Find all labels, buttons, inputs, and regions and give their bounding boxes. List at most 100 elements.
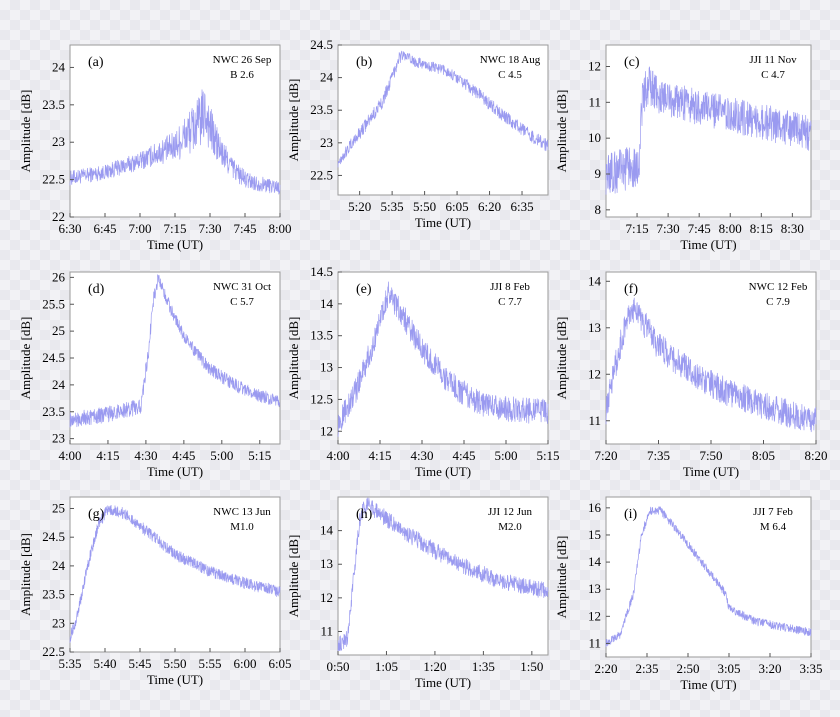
plot-area (605, 496, 812, 658)
series-line (337, 50, 549, 168)
event-annotation: JJI 8 Feb (490, 281, 530, 293)
x-axis-label: Time (UT) (680, 677, 736, 692)
x-axis-label: Time (UT) (147, 464, 203, 479)
x-tick-label: 4:30 (410, 448, 433, 463)
y-tick-label: 15 (588, 527, 601, 542)
event-annotation: C 5.7 (230, 296, 254, 308)
panel-label: (c) (624, 55, 640, 70)
event-annotation: C 7.7 (498, 296, 522, 308)
x-tick-label: 6:00 (233, 656, 256, 671)
y-tick-label: 25 (52, 500, 65, 515)
x-tick-label: 7:20 (594, 448, 617, 463)
y-axis-label: Amplitude [dB] (286, 79, 301, 162)
y-tick-label: 22.5 (42, 172, 65, 187)
y-axis-label: Amplitude [dB] (286, 317, 301, 400)
y-tick-label: 10 (588, 130, 601, 145)
y-tick-label: 13.5 (310, 328, 333, 343)
x-tick-label: 8:05 (752, 448, 775, 463)
x-tick-label: 3:20 (758, 661, 781, 676)
event-annotation: NWC 13 Jun (213, 506, 271, 518)
x-tick-label: 5:55 (198, 656, 221, 671)
y-axis-label: Amplitude [dB] (554, 317, 569, 400)
x-tick-label: 1:35 (472, 659, 495, 674)
series-line (605, 297, 817, 433)
x-tick-label: 7:45 (233, 221, 256, 236)
x-tick-label: 7:45 (688, 221, 711, 236)
x-tick-label: 4:15 (368, 448, 391, 463)
y-tick-label: 12 (588, 59, 601, 74)
x-tick-label: 5:35 (58, 656, 81, 671)
event-annotation: M1.0 (230, 521, 254, 533)
x-tick-label: 4:00 (326, 448, 349, 463)
event-annotation: M2.0 (498, 521, 522, 533)
event-annotation: NWC 12 Feb (749, 281, 808, 293)
panel-c: 7:15 7:30 7:45 8:00 8:15 8:30 8 9 10 11 12 Time (UT… (554, 44, 812, 252)
x-tick-label: 1:05 (375, 659, 398, 674)
x-tick-label: 5:15 (248, 448, 271, 463)
y-tick-label: 23 (52, 615, 65, 630)
y-tick-label: 9 (595, 166, 602, 181)
y-tick-label: 24 (320, 70, 334, 85)
series-line (605, 66, 812, 195)
panel-label: (b) (356, 55, 373, 70)
x-axis-label: Time (UT) (683, 464, 739, 479)
y-tick-label: 13 (588, 581, 601, 596)
x-tick-label: 8:15 (750, 221, 773, 236)
event-annotation: JJI 7 Feb (753, 506, 793, 518)
y-axis-label: Amplitude [dB] (18, 533, 33, 616)
plot-area (69, 44, 281, 218)
y-tick-label: 12 (320, 423, 333, 438)
y-tick-label: 14 (588, 273, 602, 288)
event-annotation: NWC 31 Oct (213, 281, 271, 293)
y-tick-label: 11 (588, 635, 601, 650)
y-tick-label: 25.5 (42, 296, 65, 311)
x-tick-label: 6:35 (510, 199, 533, 214)
panel-label: (e) (356, 282, 372, 297)
x-tick-label: 4:00 (58, 448, 81, 463)
y-tick-label: 25 (52, 323, 65, 338)
x-tick-label: 3:35 (799, 661, 822, 676)
x-axis-label: Time (UT) (147, 237, 203, 252)
series-line (337, 497, 549, 653)
x-tick-label: 6:45 (93, 221, 116, 236)
x-tick-label: 7:35 (647, 448, 670, 463)
x-tick-label: 7:30 (198, 221, 221, 236)
y-tick-label: 14.5 (310, 264, 333, 279)
y-tick-label: 24 (52, 558, 66, 573)
y-tick-label: 23 (52, 431, 65, 446)
panel-b: 5:20 5:35 5:50 6:05 6:20 6:35 22.5 23 23.5 24 24.5… (286, 37, 549, 230)
y-tick-label: 14 (588, 554, 602, 569)
panel-g: 5:35 5:40 5:45 5:50 5:55 6:00 6:05 22.5 23 23.5 24… (18, 496, 292, 687)
x-axis-label: Time (UT) (415, 215, 471, 230)
y-tick-label: 23.5 (42, 97, 65, 112)
y-tick-label: 11 (320, 623, 333, 638)
event-annotation: C 4.5 (498, 69, 522, 81)
panel-label: (d) (88, 282, 105, 297)
x-axis-label: Time (UT) (680, 237, 736, 252)
x-tick-label: 8:00 (268, 221, 291, 236)
panel-i: 2:20 2:35 2:50 3:05 3:20 3:35 11 12 13 14 15 16 Time… (554, 496, 823, 692)
x-tick-label: 6:05 (446, 199, 469, 214)
x-tick-label: 8:30 (781, 221, 804, 236)
y-tick-label: 24 (52, 59, 66, 74)
y-tick-label: 23.5 (42, 587, 65, 602)
x-axis-label: Time (UT) (147, 672, 203, 687)
y-tick-label: 13 (588, 320, 601, 335)
x-tick-label: 7:30 (657, 221, 680, 236)
event-annotation: NWC 18 Aug (480, 54, 541, 66)
y-tick-label: 24 (52, 377, 66, 392)
x-tick-label: 5:45 (128, 656, 151, 671)
panel-e: 4:00 4:15 4:30 4:45 5:00 5:15 12 12.5 13 13.5 14 14… (286, 264, 560, 479)
panel-label: (i) (624, 507, 638, 522)
x-tick-label: 5:20 (348, 199, 371, 214)
x-tick-label: 5:35 (381, 199, 404, 214)
event-annotation: JJI 12 Jun (488, 506, 533, 518)
y-tick-label: 23 (52, 134, 65, 149)
x-tick-label: 5:00 (494, 448, 517, 463)
x-tick-label: 7:15 (625, 221, 648, 236)
x-tick-label: 5:50 (163, 656, 186, 671)
y-tick-label: 12 (320, 590, 333, 605)
plot-area (69, 496, 281, 653)
panel-label: (g) (88, 507, 105, 522)
series-line (69, 89, 281, 195)
